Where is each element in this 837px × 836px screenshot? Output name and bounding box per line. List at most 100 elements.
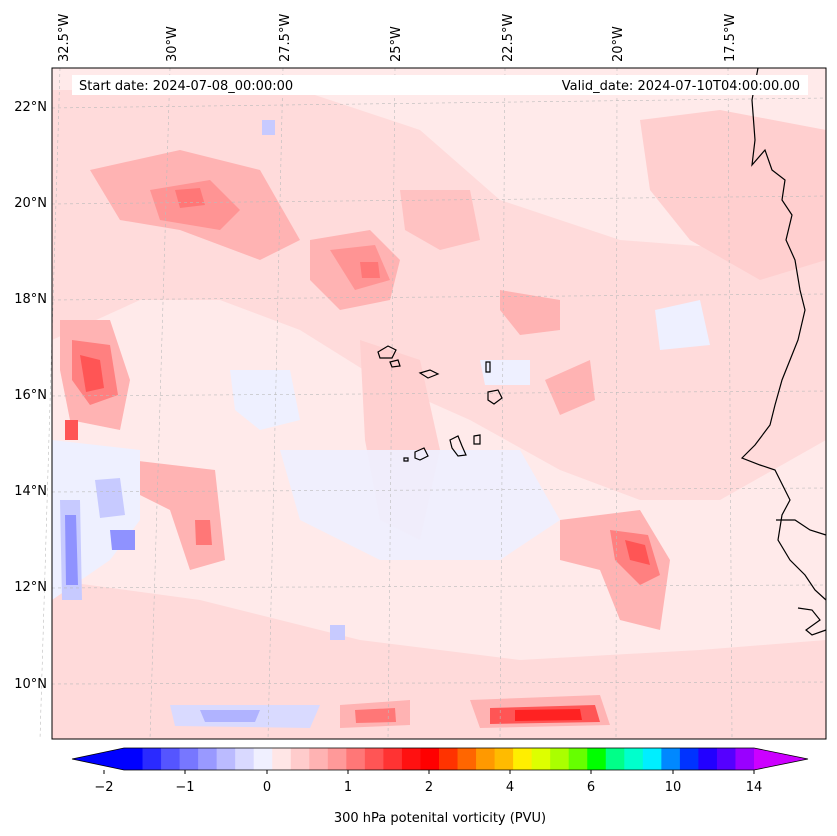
pv-region-strongblue <box>65 515 78 585</box>
colorbar-cell <box>513 748 533 770</box>
guinea-bissau-coast <box>797 607 827 636</box>
colorbar-tick-label: 2 <box>425 780 433 795</box>
pv-region-lightblue <box>280 450 560 560</box>
colorbar-title: 300 hPa potenital vorticity (PVU) <box>334 811 546 826</box>
colorbar-tick-label: 0 <box>263 780 271 795</box>
colorbar-cell <box>420 748 440 770</box>
colorbar-cell <box>142 748 162 770</box>
colorbar: −2 −1 0 1 2 4 6 10 14 300 hPa potenital … <box>71 747 809 826</box>
pv-region-strongblue <box>110 530 135 550</box>
colorbar-cells <box>124 748 755 770</box>
gridline-lon <box>149 67 171 740</box>
lat-label: 14°N <box>14 484 47 499</box>
colorbar-cell <box>401 748 421 770</box>
colorbar-cell <box>605 748 625 770</box>
pv-region-red <box>360 262 380 278</box>
lat-label: 16°N <box>14 388 47 403</box>
colorbar-cell <box>735 748 755 770</box>
island-brava <box>403 457 409 462</box>
colorbar-cell <box>327 748 347 770</box>
colorbar-cell <box>364 748 384 770</box>
colorbar-cell <box>568 748 588 770</box>
pv-region-red <box>175 188 205 208</box>
pv-region-midblue <box>95 478 125 518</box>
island-sal <box>485 361 491 373</box>
gridlines <box>39 67 827 740</box>
gambia-coast <box>776 519 827 536</box>
colorbar-cell <box>124 748 144 770</box>
colorbar-cell <box>161 748 181 770</box>
pv-region-midblue <box>330 625 345 640</box>
pv-region-red <box>65 420 78 440</box>
lon-label: 30°W <box>165 26 180 62</box>
colorbar-cell <box>642 748 662 770</box>
map-panel: Start date: 2024-07-08_00:00:00 Valid_da… <box>14 14 827 740</box>
lat-label: 12°N <box>14 580 47 595</box>
pv-region-red <box>515 709 582 721</box>
colorbar-cell <box>661 748 681 770</box>
lon-label: 32.5°W <box>57 14 72 62</box>
colorbar-tick-label: 1 <box>344 780 352 795</box>
pv-region-lightblue <box>480 360 530 385</box>
lon-label: 22.5°W <box>501 14 516 62</box>
colorbar-cell <box>179 748 199 770</box>
pv-region-mid <box>545 360 595 415</box>
pv-region-red <box>80 355 104 392</box>
africa-coastline <box>740 67 827 601</box>
colorbar-tick-label: 4 <box>506 780 514 795</box>
island-sao-nicolau <box>418 369 440 379</box>
lon-label: 20°W <box>611 26 626 62</box>
colorbar-cell <box>198 748 218 770</box>
gridline-lon <box>39 67 61 740</box>
colorbar-cell <box>457 748 477 770</box>
colorbar-ticks: −2 −1 0 1 2 4 6 10 14 <box>94 770 762 795</box>
lon-label: 17.5°W <box>723 14 738 62</box>
lat-label: 18°N <box>14 292 47 307</box>
lon-label: 25°W <box>389 26 404 62</box>
gridline-lon <box>499 67 506 740</box>
pv-region-lightblue <box>655 300 710 350</box>
pv-region-red <box>195 520 212 545</box>
pv-region-red <box>355 708 396 723</box>
colorbar-cell <box>439 748 459 770</box>
pv-region-strong <box>330 245 390 290</box>
pv-region-red <box>625 540 650 565</box>
valid-date-label: Valid_date: 2024-07-10T04:00:00.00 <box>562 79 800 94</box>
colorbar-cell <box>550 748 570 770</box>
colorbar-cell <box>494 748 514 770</box>
pv-region-mid <box>400 190 480 250</box>
island-maio <box>473 434 481 445</box>
lon-label: 27.5°W <box>278 14 293 62</box>
colorbar-cell <box>476 748 496 770</box>
colorbar-cell <box>531 748 551 770</box>
colorbar-tick-label: 14 <box>746 780 763 795</box>
island-fogo <box>414 447 429 461</box>
island-sao-vicente <box>389 359 401 368</box>
gridline-lon <box>727 67 733 740</box>
island-boa-vista <box>487 389 503 405</box>
island-santiago <box>449 435 467 457</box>
colorbar-cell <box>679 748 699 770</box>
coastlines <box>377 67 827 636</box>
colorbar-cell <box>587 748 607 770</box>
colorbar-under-arrow <box>72 748 124 770</box>
lat-label: 22°N <box>14 100 47 115</box>
pv-region-midblue <box>262 120 275 135</box>
colorbar-over-arrow <box>754 748 808 770</box>
colorbar-cell <box>290 748 310 770</box>
colorbar-cell <box>272 748 292 770</box>
gridline-lon <box>387 67 396 740</box>
colorbar-tick-label: 6 <box>587 780 595 795</box>
pv-region-lightblue <box>230 370 300 430</box>
colorbar-cell <box>346 748 366 770</box>
map-frame <box>51 67 827 740</box>
lat-label: 20°N <box>14 196 47 211</box>
pv-region-midblue <box>200 710 260 722</box>
gridline-lon <box>267 67 284 740</box>
colorbar-cell <box>624 748 644 770</box>
colorbar-cell <box>716 748 736 770</box>
colorbar-tick-label: 10 <box>665 780 682 795</box>
colorbar-cell <box>698 748 718 770</box>
colorbar-cell <box>216 748 236 770</box>
